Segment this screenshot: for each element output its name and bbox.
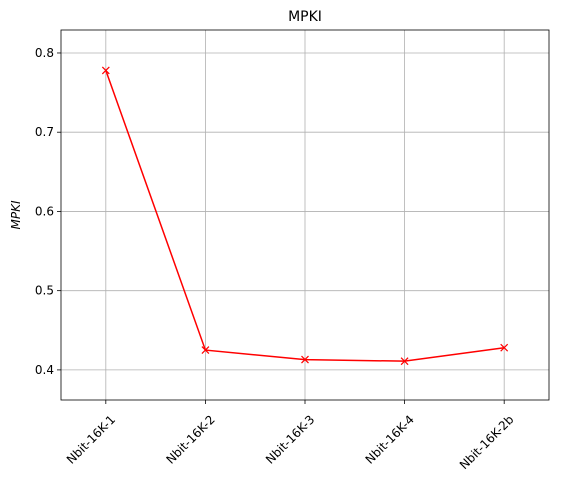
chart-title: MPKI xyxy=(288,9,322,25)
y-axis-label: MPKI xyxy=(9,200,23,229)
y-tick-label: 0.8 xyxy=(35,46,54,60)
y-tick-label: 0.6 xyxy=(35,204,54,218)
y-tick-label: 0.5 xyxy=(35,284,54,298)
y-tick-label: 0.7 xyxy=(35,125,54,139)
y-tick-label: 0.4 xyxy=(35,363,54,377)
